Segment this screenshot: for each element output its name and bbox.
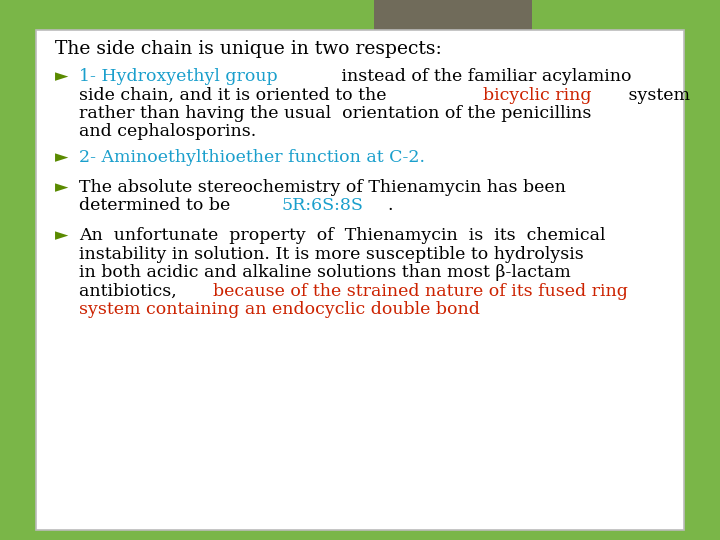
Text: determined to be: determined to be <box>79 198 236 214</box>
Text: and cephalosporins.: and cephalosporins. <box>79 124 256 140</box>
Text: ►: ► <box>55 227 74 244</box>
Text: 2- Aminoethylthioether function at C-2.: 2- Aminoethylthioether function at C-2. <box>79 150 426 166</box>
Text: .: . <box>387 198 392 214</box>
Text: The absolute stereochemistry of Thienamycin has been: The absolute stereochemistry of Thienamy… <box>79 179 566 196</box>
FancyBboxPatch shape <box>374 0 532 50</box>
Text: ►: ► <box>55 150 74 166</box>
Text: instability in solution. It is more susceptible to hydrolysis: instability in solution. It is more susc… <box>79 246 584 262</box>
Text: rather than having the usual  orientation of the penicillins: rather than having the usual orientation… <box>79 105 592 122</box>
Text: system containing an endocyclic double bond: system containing an endocyclic double b… <box>79 301 480 318</box>
Text: 5R:6S:8S: 5R:6S:8S <box>282 198 364 214</box>
Text: 1- Hydroxyethyl group: 1- Hydroxyethyl group <box>79 68 278 85</box>
Text: antibiotics,: antibiotics, <box>79 282 183 300</box>
Text: because of the strained nature of its fused ring: because of the strained nature of its fu… <box>212 282 627 300</box>
Text: bicyclic ring: bicyclic ring <box>483 86 592 104</box>
Text: system: system <box>624 86 690 104</box>
Text: An  unfortunate  property  of  Thienamycin  is  its  chemical: An unfortunate property of Thienamycin i… <box>79 227 606 244</box>
Text: in both acidic and alkaline solutions than most β-lactam: in both acidic and alkaline solutions th… <box>79 264 571 281</box>
Text: side chain, and it is oriented to the: side chain, and it is oriented to the <box>79 86 392 104</box>
Text: The side chain is unique in two respects:: The side chain is unique in two respects… <box>55 40 442 58</box>
FancyBboxPatch shape <box>36 30 684 530</box>
Text: ►: ► <box>55 68 74 85</box>
Text: instead of the familiar acylamino: instead of the familiar acylamino <box>336 68 631 85</box>
Text: ►: ► <box>55 179 74 196</box>
